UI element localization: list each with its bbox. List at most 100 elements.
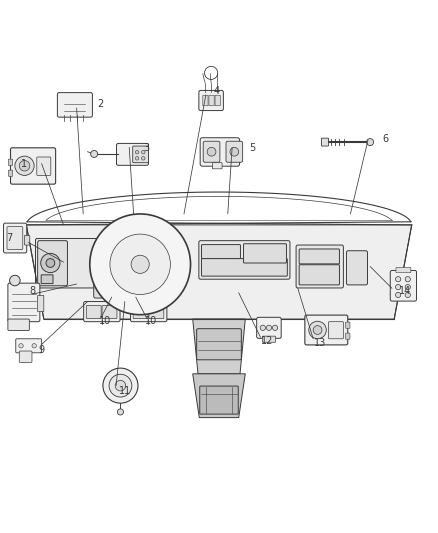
FancyBboxPatch shape — [346, 333, 350, 339]
FancyBboxPatch shape — [296, 245, 343, 288]
Circle shape — [141, 150, 145, 154]
Circle shape — [230, 147, 239, 156]
FancyBboxPatch shape — [8, 319, 29, 330]
FancyBboxPatch shape — [94, 273, 124, 298]
Circle shape — [46, 259, 55, 268]
FancyBboxPatch shape — [262, 336, 276, 342]
FancyBboxPatch shape — [86, 305, 101, 319]
FancyBboxPatch shape — [201, 245, 240, 259]
FancyBboxPatch shape — [102, 305, 117, 319]
FancyBboxPatch shape — [117, 143, 148, 165]
FancyBboxPatch shape — [215, 95, 220, 106]
Circle shape — [405, 292, 410, 297]
FancyBboxPatch shape — [19, 351, 32, 362]
FancyBboxPatch shape — [209, 95, 214, 106]
FancyBboxPatch shape — [16, 339, 42, 353]
FancyBboxPatch shape — [346, 251, 367, 285]
Text: 5: 5 — [249, 143, 255, 154]
Circle shape — [135, 157, 139, 160]
Text: 2: 2 — [98, 100, 104, 109]
FancyBboxPatch shape — [212, 163, 222, 169]
FancyBboxPatch shape — [197, 329, 241, 360]
Circle shape — [396, 285, 401, 290]
Circle shape — [32, 344, 36, 348]
Circle shape — [131, 255, 149, 273]
FancyBboxPatch shape — [84, 302, 120, 322]
FancyBboxPatch shape — [201, 259, 287, 276]
Polygon shape — [193, 319, 245, 374]
Circle shape — [405, 277, 410, 282]
Circle shape — [117, 409, 124, 415]
FancyBboxPatch shape — [396, 268, 411, 273]
Text: 12: 12 — [261, 336, 273, 346]
Circle shape — [90, 214, 191, 314]
FancyBboxPatch shape — [8, 170, 13, 176]
Circle shape — [396, 292, 401, 297]
Polygon shape — [26, 225, 412, 319]
Circle shape — [135, 150, 139, 154]
Circle shape — [367, 139, 374, 146]
Circle shape — [91, 150, 98, 157]
Circle shape — [405, 285, 410, 290]
FancyBboxPatch shape — [131, 302, 167, 322]
FancyBboxPatch shape — [200, 138, 240, 166]
Circle shape — [110, 234, 170, 295]
FancyBboxPatch shape — [305, 315, 348, 345]
FancyBboxPatch shape — [38, 241, 67, 286]
FancyBboxPatch shape — [226, 141, 243, 162]
FancyBboxPatch shape — [346, 322, 350, 328]
Text: 14: 14 — [399, 286, 411, 296]
Circle shape — [396, 277, 401, 282]
FancyBboxPatch shape — [257, 317, 281, 338]
Text: 1: 1 — [21, 159, 27, 168]
FancyBboxPatch shape — [299, 265, 339, 285]
Circle shape — [10, 275, 20, 286]
FancyBboxPatch shape — [35, 238, 98, 288]
FancyBboxPatch shape — [4, 223, 27, 253]
Circle shape — [115, 381, 126, 391]
Text: 11: 11 — [119, 386, 131, 397]
FancyBboxPatch shape — [199, 241, 290, 279]
FancyBboxPatch shape — [57, 93, 92, 117]
FancyBboxPatch shape — [299, 249, 339, 264]
FancyBboxPatch shape — [25, 236, 30, 245]
FancyBboxPatch shape — [37, 157, 51, 175]
FancyBboxPatch shape — [8, 283, 40, 322]
FancyBboxPatch shape — [133, 305, 148, 319]
FancyBboxPatch shape — [244, 244, 286, 263]
FancyBboxPatch shape — [133, 146, 148, 163]
Text: 10: 10 — [145, 316, 157, 326]
FancyBboxPatch shape — [8, 159, 13, 165]
Circle shape — [313, 326, 322, 334]
Circle shape — [260, 325, 265, 330]
Text: 7: 7 — [7, 233, 13, 243]
FancyBboxPatch shape — [200, 386, 238, 414]
Circle shape — [309, 321, 326, 339]
Text: 10: 10 — [99, 316, 111, 326]
Circle shape — [19, 344, 23, 348]
FancyBboxPatch shape — [328, 322, 343, 339]
FancyBboxPatch shape — [321, 138, 328, 146]
FancyBboxPatch shape — [199, 91, 223, 110]
FancyBboxPatch shape — [203, 141, 220, 162]
Circle shape — [272, 325, 278, 330]
Circle shape — [103, 368, 138, 403]
Text: 4: 4 — [214, 86, 220, 96]
Circle shape — [109, 374, 132, 397]
FancyBboxPatch shape — [203, 95, 208, 106]
Text: 9: 9 — [39, 345, 45, 355]
FancyBboxPatch shape — [7, 227, 23, 249]
Polygon shape — [193, 374, 245, 418]
Text: 13: 13 — [314, 338, 326, 348]
FancyBboxPatch shape — [41, 275, 53, 284]
Circle shape — [15, 156, 34, 175]
FancyBboxPatch shape — [149, 305, 164, 319]
Circle shape — [41, 253, 60, 273]
Text: 6: 6 — [382, 134, 389, 144]
FancyBboxPatch shape — [390, 270, 417, 301]
FancyBboxPatch shape — [11, 148, 56, 184]
Circle shape — [207, 147, 216, 156]
Text: 8: 8 — [30, 286, 36, 296]
FancyBboxPatch shape — [38, 295, 44, 312]
Text: 3: 3 — [144, 143, 150, 154]
